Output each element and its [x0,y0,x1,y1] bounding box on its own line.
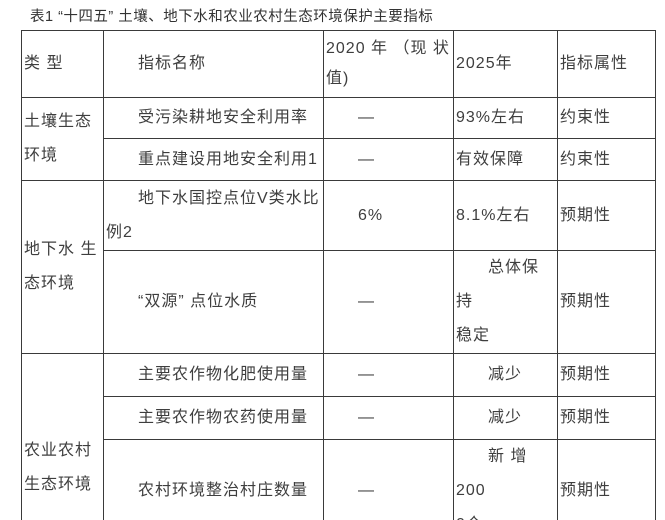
group-soil: 土壤生态环境 [21,97,104,181]
value-2025-cell: 8.1%左右 [453,180,558,251]
indicators-table: 类 型 指标名称 2020 年 （现 状 值) 2025年 指标属性 土壤生态环… [21,30,656,520]
attribute-cell: 预期性 [557,250,656,354]
attribute-cell: 预期性 [557,396,656,440]
header-type: 类 型 [21,30,104,98]
header-row: 类 型 指标名称 2020 年 （现 状 值) 2025年 指标属性 [21,30,656,98]
value-2020-cell: — [323,250,454,354]
table-row: “双源” 点位水质 — 总体保持 稳定 预期性 [22,250,656,354]
table-row: 重点建设用地安全利用1 — 有效保障 约束性 [22,138,656,181]
group-groundwater: 地下水 生态环境 [21,180,104,354]
value-2025-cell: 有效保障 [453,138,558,181]
indicator-name-cell: 重点建设用地安全利用1 [103,138,324,181]
indicator-name-cell: 地下水国控点位V类水比 例2 [103,180,324,251]
value-2020-cell: — [323,396,454,440]
value-2025-cell: 减少 [453,353,558,397]
value-2020-cell: — [323,353,454,397]
value-2025-cell: 93%左右 [453,97,558,139]
value-2020-cell: 6% [323,180,454,251]
value-2025-cell: 新 增 200 0个 [453,439,558,520]
header-attribute: 指标属性 [557,30,656,98]
value-2020-cell: — [323,138,454,181]
group-agriculture: 农业农村生态环境 [21,353,104,520]
value-2020-cell: — [323,439,454,520]
attribute-cell: 约束性 [557,97,656,139]
header-2020: 2020 年 （现 状 值) [323,30,454,98]
attribute-cell: 约束性 [557,138,656,181]
value-2020-cell: — [323,97,454,139]
indicator-name-cell: 农村环境整治村庄数量 [103,439,324,520]
table-title: 表1 “十四五” 土壤、地下水和农业农村生态环境保护主要指标 [30,9,434,25]
header-indicator-name: 指标名称 [103,30,324,98]
table-row: 土壤生态环境 受污染耕地安全利用率 — 93%左右 约束性 [21,97,656,181]
indicator-name-cell: 主要农作物化肥使用量 [103,353,324,397]
indicator-name-cell: “双源” 点位水质 [103,250,324,354]
table-row: 主要农作物农药使用量 — 减少 预期性 [22,396,656,440]
value-2025-cell: 总体保持 稳定 [453,250,558,354]
header-2025: 2025年 [453,30,558,98]
attribute-cell: 预期性 [557,353,656,397]
indicator-name-cell: 主要农作物农药使用量 [103,396,324,440]
table-row: 农村环境整治村庄数量 — 新 增 200 0个 预期性 [22,439,656,520]
table-row: 地下水 生态环境 地下水国控点位V类水比 例2 6% 8.1%左右 预期性 [21,180,656,354]
indicator-name-cell: 受污染耕地安全利用率 [103,97,324,139]
attribute-cell: 预期性 [557,180,656,251]
attribute-cell: 预期性 [557,439,656,520]
value-2025-cell: 减少 [453,396,558,440]
table-row: 农业农村生态环境 主要农作物化肥使用量 — 减少 预期性 [21,353,656,520]
